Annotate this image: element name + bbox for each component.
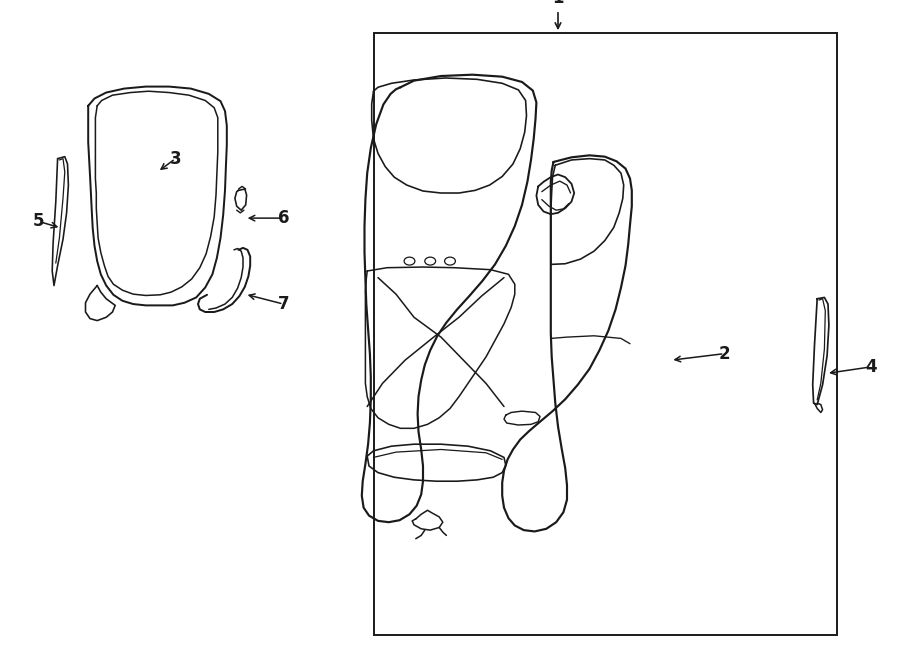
Text: 5: 5: [33, 212, 44, 231]
Text: 6: 6: [278, 209, 289, 227]
Text: 4: 4: [866, 358, 877, 376]
Text: 2: 2: [719, 344, 730, 363]
Text: 3: 3: [170, 149, 181, 168]
Text: 1: 1: [553, 0, 563, 7]
Text: 7: 7: [278, 295, 289, 313]
Bar: [374, 33, 837, 635]
